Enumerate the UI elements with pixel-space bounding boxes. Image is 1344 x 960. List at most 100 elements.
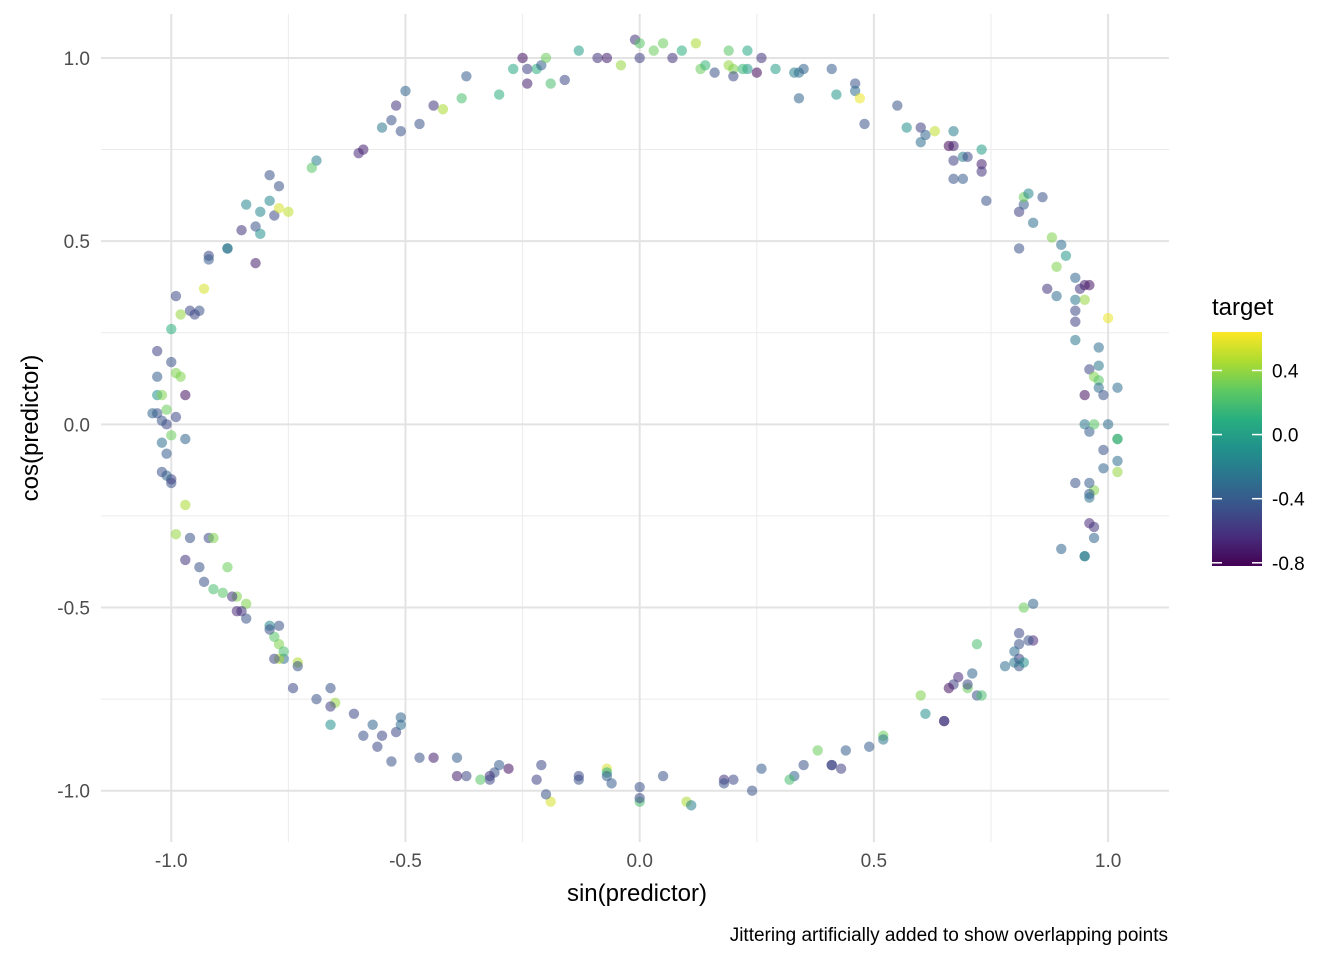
data-point [976, 159, 987, 170]
data-point [746, 785, 758, 796]
data-point [161, 448, 172, 459]
data-point [451, 752, 463, 763]
data-point [728, 71, 739, 82]
data-point [751, 67, 762, 78]
data-point [376, 730, 388, 741]
data-point [1046, 232, 1058, 243]
data-point [180, 499, 191, 511]
data-point [615, 60, 627, 71]
data-point [278, 646, 289, 657]
data-point [156, 437, 168, 448]
data-point [709, 67, 720, 78]
legend-ticks: 0.4 0.0 -0.4 -0.8 [1212, 361, 1305, 575]
data-point [475, 774, 486, 785]
data-point [198, 576, 210, 588]
data-point [493, 89, 505, 100]
data-point [428, 752, 439, 763]
data-point [849, 78, 861, 89]
data-point [648, 45, 659, 56]
data-point [147, 408, 158, 419]
data-point [522, 63, 533, 75]
data-point [1023, 188, 1034, 199]
data-point [798, 63, 809, 75]
data-point [920, 129, 931, 141]
data-point [901, 122, 912, 133]
legend-tick-label: 0.0 [1272, 426, 1298, 447]
data-point [156, 389, 168, 401]
data-point [255, 206, 266, 218]
x-tick-label: 0.5 [861, 851, 887, 872]
data-point [264, 170, 275, 181]
data-point [948, 155, 959, 166]
data-point [634, 781, 645, 793]
data-point [728, 63, 739, 75]
y-tick-label: 0.5 [64, 232, 90, 253]
data-point [437, 104, 449, 115]
data-point [1037, 191, 1048, 203]
data-point [690, 38, 702, 49]
data-point [812, 745, 823, 756]
data-point [962, 679, 973, 690]
data-point [226, 591, 238, 602]
data-point [943, 682, 955, 694]
data-point [1056, 543, 1067, 555]
data-point [1084, 279, 1095, 291]
data-point [976, 166, 987, 177]
data-point [835, 763, 847, 774]
x-axis-ticks: -1.0 -0.5 0.0 0.5 1.0 [155, 851, 1121, 872]
data-point [854, 93, 866, 104]
data-point [826, 63, 837, 75]
data-point [461, 71, 472, 82]
data-point [999, 660, 1011, 672]
data-point [700, 60, 711, 71]
data-point [1098, 389, 1109, 401]
data-point [938, 715, 950, 727]
data-point [948, 126, 959, 137]
x-tick-label: -1.0 [155, 851, 188, 872]
legend-title: target [1212, 294, 1274, 321]
data-point [250, 257, 261, 269]
data-point [826, 759, 837, 771]
data-point [1112, 382, 1123, 393]
data-point [170, 367, 182, 379]
data-point [311, 693, 322, 705]
data-point [376, 122, 388, 133]
data-point [1060, 250, 1072, 262]
data-point [1018, 199, 1029, 210]
data-point [756, 763, 767, 774]
data-point [573, 45, 584, 56]
data-point [208, 532, 219, 544]
data-point [1088, 419, 1100, 430]
data-point [241, 199, 252, 210]
data-point [395, 712, 406, 723]
data-point [255, 228, 266, 240]
data-point [929, 126, 940, 137]
data-point [353, 148, 364, 159]
data-point [634, 52, 645, 64]
data-point [386, 115, 397, 126]
data-point [456, 93, 467, 104]
data-point [166, 430, 177, 441]
y-tick-label: -1.0 [57, 782, 90, 803]
data-point [484, 774, 495, 785]
data-point [231, 605, 243, 617]
data-point [1070, 305, 1081, 316]
data-point [522, 78, 533, 89]
legend-colorbar [1212, 332, 1262, 566]
data-point [723, 45, 734, 56]
data-point [287, 682, 299, 694]
data-point [348, 708, 360, 719]
data-point [269, 653, 280, 665]
data-point [1112, 466, 1123, 478]
data-point [737, 63, 748, 75]
data-point [166, 356, 177, 368]
data-point [180, 554, 191, 566]
major-gridlines [101, 14, 1169, 842]
data-point [1051, 261, 1062, 272]
data-point [414, 752, 425, 763]
data-point [1112, 455, 1123, 467]
data-point [540, 52, 552, 64]
data-point [180, 389, 191, 401]
data-point [1018, 602, 1029, 613]
